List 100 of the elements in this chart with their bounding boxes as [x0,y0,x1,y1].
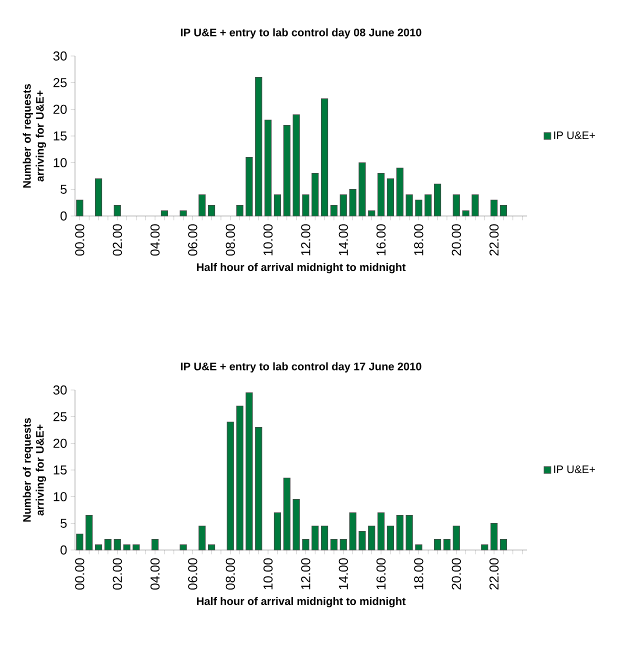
bar [76,534,84,550]
bar [312,173,319,216]
x-tick-label: 14.00 [338,224,348,256]
bar [274,512,282,550]
bar [283,478,290,550]
bar [358,531,366,550]
bar [114,539,121,550]
chart-title: IP U&E + entry to lab control day 08 June 2010 [180,28,422,38]
bar [94,178,102,216]
bar [86,515,93,550]
x-tick-label: 10.00 [263,558,273,590]
bar [368,210,376,216]
x-tick-label: 06.00 [188,224,198,256]
bar [104,539,112,550]
bar [292,114,300,216]
x-axis-title: Half hour of arrival midnight to midnight [197,597,406,608]
y-tick-label: 5 [60,184,67,194]
bar [490,200,498,216]
bar [349,189,356,216]
bar [226,422,234,550]
chart-title: IP U&E + entry to lab control day 17 June 2010 [180,362,422,372]
x-tick-label: 20.00 [452,558,461,590]
legend-label: IP U&E+ [554,465,595,474]
x-tick-label: 18.00 [414,224,424,256]
x-tick-label: 20.00 [452,224,461,256]
bar [434,539,442,550]
bar [132,544,140,550]
x-tick-label: 04.00 [150,224,160,256]
bar [123,544,130,550]
bar [406,194,413,216]
bar [283,125,290,216]
bar [434,184,442,216]
bar [462,210,470,216]
bar [76,200,84,216]
x-tick-label: 16.00 [376,558,386,590]
bar [396,168,404,216]
bar [94,544,102,550]
bar [330,539,338,550]
legend-label: IP U&E+ [554,131,595,140]
bar [208,544,216,550]
bar [386,178,394,216]
bar [160,210,168,216]
y-tick-label: 15 [54,131,67,141]
bar [274,194,282,216]
x-tick-label: 18.00 [414,558,424,590]
bar [340,194,347,216]
bar [368,526,376,550]
bar [452,194,460,216]
y-tick-label: 30 [53,51,67,61]
bar [246,157,253,216]
y-tick-label: 5 [60,518,67,528]
x-tick-label: 02.00 [112,224,122,256]
y-tick-label: 0 [60,545,67,555]
bar [349,512,356,550]
bar [330,205,338,216]
bar [443,539,451,550]
y-tick-label: 15 [54,465,67,475]
bar [302,539,310,550]
x-tick-label: 08.00 [226,224,235,256]
x-tick-label: 16.00 [376,224,386,256]
x-tick-label: 00.00 [75,224,84,256]
x-tick-label: 06.00 [188,558,198,590]
bar [358,162,366,216]
bar [340,539,347,550]
bar [424,194,432,216]
bar [255,427,262,550]
bar [180,210,187,216]
bar [472,194,479,216]
bar [377,512,385,550]
y-tick-label: 0 [60,211,67,221]
bar [208,205,216,216]
bar [415,200,422,216]
bar [255,77,262,216]
y-tick-label: 10 [54,492,67,502]
y-tick-label: 25 [53,78,67,88]
bar [396,515,404,550]
x-tick-label: 10.00 [263,224,273,256]
bar [452,526,460,550]
y-tick-label: 10 [54,158,67,168]
x-tick-label: 00.00 [75,558,84,590]
bar [236,406,244,550]
x-tick-label: 22.00 [489,558,499,590]
bar [415,544,422,550]
bar [500,539,508,550]
x-tick-label: 08.00 [226,558,235,590]
bar [180,544,187,550]
bar [264,120,272,216]
bar [198,526,206,550]
bar [114,205,121,216]
x-tick-label: 12.00 [301,558,310,590]
bar [481,544,488,550]
bar [490,523,498,550]
y-tick-label: 20 [53,104,67,114]
bar [246,392,253,550]
y-axis-title: Number of requests arriving for U&E+ [22,418,46,522]
x-tick-label: 14.00 [338,558,348,590]
y-tick-label: 25 [53,412,67,422]
bar [377,173,385,216]
bar [386,526,394,550]
x-tick-label: 04.00 [150,558,160,590]
